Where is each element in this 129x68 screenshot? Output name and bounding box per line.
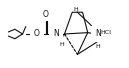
Text: N: N — [95, 30, 101, 38]
Text: N: N — [53, 30, 59, 38]
Text: O: O — [43, 10, 49, 19]
Text: H: H — [74, 7, 78, 12]
Text: HCl: HCl — [100, 30, 111, 35]
Text: O: O — [34, 30, 40, 38]
Text: H: H — [60, 42, 64, 47]
Text: H: H — [96, 44, 100, 49]
